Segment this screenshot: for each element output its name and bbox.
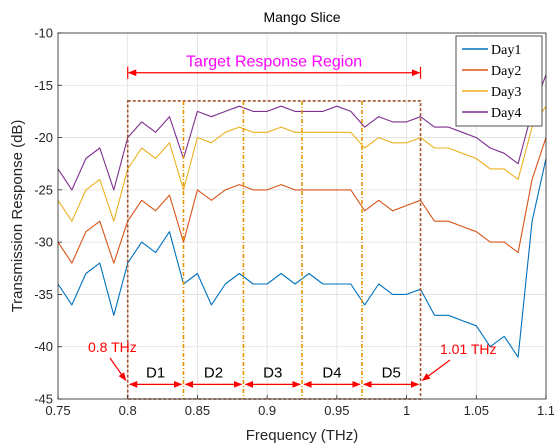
division-label-d2: D2: [204, 364, 223, 381]
y-tick-label: -25: [34, 182, 53, 197]
x-tick-label: 1.05: [464, 403, 489, 418]
right-frequency-arrow: [421, 359, 451, 381]
y-tick-label: -45: [34, 392, 53, 407]
y-tick-label: -35: [34, 287, 53, 302]
chart-title: Mango Slice: [263, 9, 340, 25]
y-tick-label: -10: [34, 26, 53, 41]
y-axis-label: Transmission Response (dB): [9, 120, 26, 313]
x-tick-label: 0.95: [324, 403, 349, 418]
division-label-d4: D4: [322, 364, 341, 381]
y-tick-label: -30: [34, 235, 53, 250]
x-tick-label: 0.75: [45, 403, 70, 418]
x-tick-label: 1: [403, 403, 410, 418]
left-frequency-arrow: [109, 357, 127, 382]
x-axis-label: Frequency (THz): [246, 427, 359, 444]
legend: Day1 Day2 Day3 Day4: [455, 35, 543, 127]
left-frequency-label: 0.8 THz: [88, 339, 137, 355]
legend-box: [455, 35, 543, 127]
right-frequency-label: 1.01 THz: [440, 341, 497, 357]
y-tick-label: -20: [34, 130, 53, 145]
series-line-day2: [57, 137, 547, 264]
y-tick-label: -40: [34, 339, 53, 354]
x-tick-label: 0.9: [258, 403, 276, 418]
division-label-d3: D3: [263, 364, 282, 381]
axes-box: [57, 32, 547, 400]
legend-label-day1: Day1: [491, 43, 521, 58]
legend-label-day4: Day4: [491, 106, 521, 121]
legend-label-day2: Day2: [491, 64, 521, 79]
target-region-label: Target Response Region: [186, 54, 362, 71]
target-region-box: [126, 100, 422, 400]
x-tick-label: 0.85: [185, 403, 210, 418]
y-tick-label: -15: [34, 78, 53, 93]
series-line-day3: [57, 105, 547, 222]
annotation-layer: Target Response Region D1 D2 D3 D4 D5 0.8 THz 1…: [88, 54, 497, 400]
x-tick-label: 1.1: [537, 403, 554, 418]
division-label-d5: D5: [382, 364, 401, 381]
ticks: 0.75 0.8 0.85 0.9 0.95 1 1.05 1.1 -45 -40 -35 -30 -2…: [34, 26, 554, 419]
division-label-d1: D1: [146, 364, 165, 381]
x-tick-label: 0.8: [119, 403, 137, 418]
legend-label-day3: Day3: [491, 85, 521, 100]
